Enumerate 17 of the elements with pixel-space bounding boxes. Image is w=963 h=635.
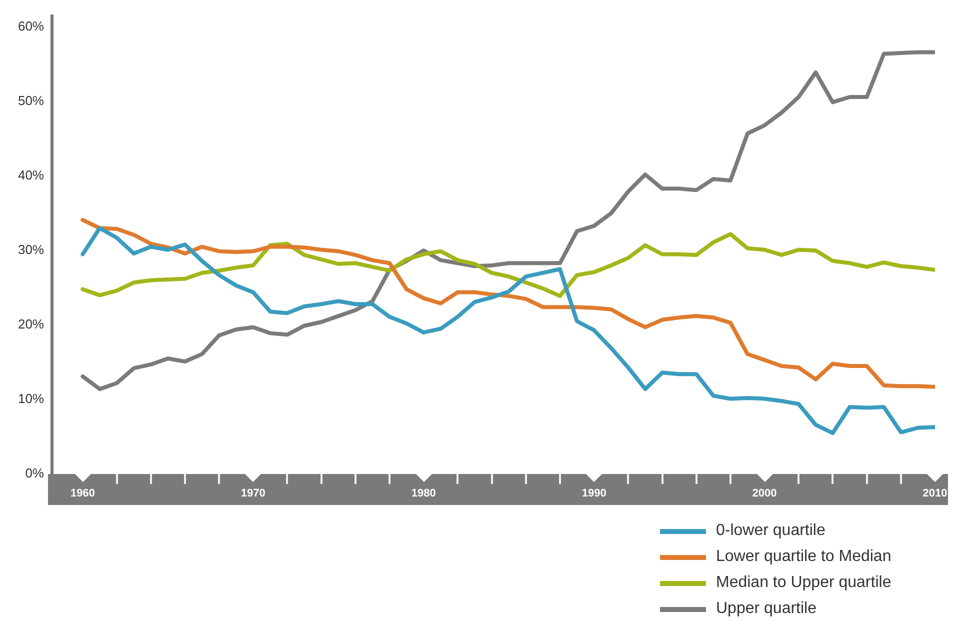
legend-label: 0-lower quartile <box>716 522 826 540</box>
legend-label: Median to Upper quartile <box>716 574 892 592</box>
y-tick-label: 40% <box>18 168 44 183</box>
x-tick-label: 1960 <box>70 488 95 500</box>
x-tick-label: 1980 <box>411 488 436 500</box>
legend-label: Lower quartile to Median <box>716 548 892 566</box>
y-tick-label: 50% <box>18 93 44 108</box>
y-tick-label: 20% <box>18 316 44 332</box>
legend-label: Upper quartile <box>716 600 816 618</box>
x-tick-label: 2010 <box>922 488 948 500</box>
x-tick-label: 2000 <box>752 488 777 500</box>
y-tick-label: 0% <box>25 466 44 481</box>
y-tick-label: 10% <box>18 391 44 406</box>
y-tick-label: 30% <box>18 242 44 258</box>
y-tick-label: 60% <box>18 18 44 34</box>
x-tick-label: 1990 <box>582 488 606 500</box>
x-tick-label: 1970 <box>240 488 266 500</box>
